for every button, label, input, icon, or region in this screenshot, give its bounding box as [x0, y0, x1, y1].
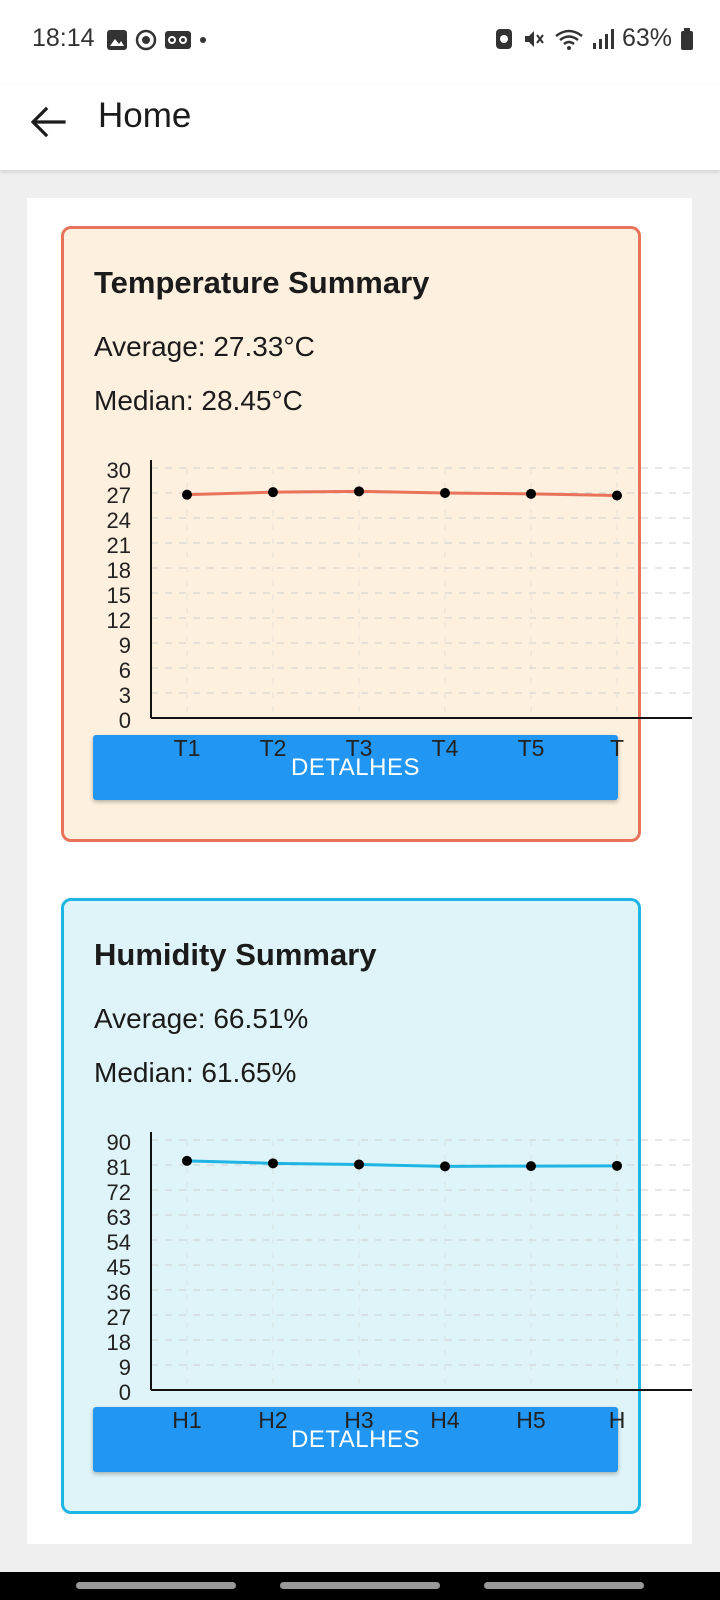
notification-icons — [106, 28, 208, 52]
nav-back-button[interactable] — [484, 1582, 644, 1589]
dot-icon — [200, 37, 206, 43]
page-title: Home — [98, 96, 192, 135]
nav-home-button[interactable] — [280, 1582, 440, 1589]
humidity-median: Median: 61.65% — [94, 1057, 297, 1088]
temperature-median: Median: 28.45°C — [94, 385, 303, 416]
status-time: 18:14 — [32, 24, 95, 52]
humidity-details-button[interactable]: DETALHES — [93, 1407, 618, 1472]
temperature-title: Temperature Summary — [94, 265, 430, 300]
app-bar: Home — [0, 84, 720, 170]
battery-icon — [681, 27, 693, 50]
back-arrow-icon[interactable] — [26, 100, 70, 144]
signal-icon — [592, 28, 614, 49]
navigation-bar — [0, 1572, 720, 1600]
main-content[interactable]: Temperature Summary Average: 27.33°C Med… — [27, 198, 692, 1544]
temperature-details-button[interactable]: DETALHES — [93, 735, 618, 800]
humidity-summary-card: Humidity Summary Average: 66.51% Median:… — [61, 898, 641, 1514]
gallery-icon — [107, 30, 127, 50]
sync-icon — [135, 29, 157, 51]
temperature-summary-card: Temperature Summary Average: 27.33°C Med… — [61, 226, 641, 842]
battery-percent: 63% — [621, 24, 672, 52]
battery-saver-icon — [495, 28, 512, 49]
mute-icon — [524, 30, 544, 47]
humidity-average: Average: 66.51% — [94, 1003, 309, 1034]
temperature-average: Average: 27.33°C — [94, 331, 315, 362]
humidity-title: Humidity Summary — [94, 937, 377, 972]
status-bar: 18:14 63% — [0, 0, 720, 84]
voicemail-icon — [165, 31, 191, 49]
wifi-icon — [555, 29, 583, 50]
system-icons: 63% — [494, 24, 694, 53]
nav-recents-button[interactable] — [76, 1582, 236, 1589]
